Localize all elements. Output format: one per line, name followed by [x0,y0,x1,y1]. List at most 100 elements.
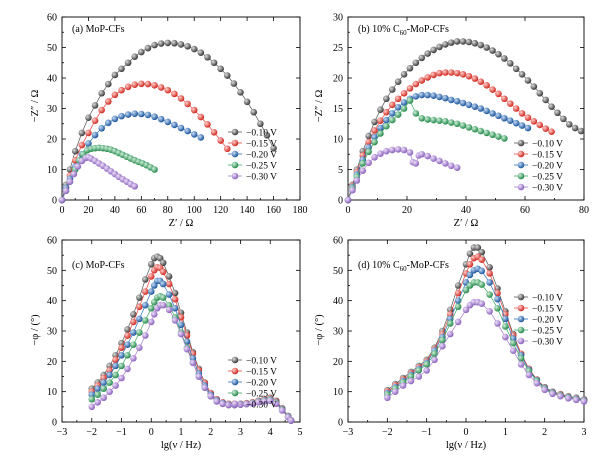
panel-c-data-point [278,407,286,414]
panel-b-data-point [489,86,496,93]
panel-b-ytick-label: 10 [333,135,343,146]
panel-b-xtick-label: 60 [520,205,530,216]
panel-b-data-point [524,124,532,132]
panel-b-data-point [394,95,402,103]
panel-b-data-point [453,120,461,128]
panel-b-data-point [501,135,508,142]
panel-d-data-point [446,330,454,338]
panel-c-data-point [124,351,131,359]
panel-c-data-point [159,280,167,288]
panel-a-data-point [257,120,264,128]
panel-b-data-point [436,157,443,165]
panel-b-data-point [465,124,473,131]
panel-d-legend-label: −0.10 V [532,293,563,303]
panel-d-data-point [502,333,509,341]
panel-a-data-point [104,119,112,127]
panel-a-xtick-label: 140 [240,205,255,216]
panel-b-data-point [377,106,384,114]
panel-a-xtick-label: 80 [163,205,173,216]
panel-b-data-point [442,69,449,76]
panel-c-data-point [189,350,197,358]
panel-a-series-5 [58,154,139,204]
panel-a-data-point [217,65,224,73]
panel-a-data-point [85,129,92,137]
panel-b-data-point [436,117,443,124]
panel-b-data-point [365,132,372,140]
panel-d-ytick-label: 10 [333,387,343,398]
panel-c-data-point [171,295,179,303]
panel-a-data-point [230,80,238,87]
panel-d-data-point [454,318,462,326]
panel-c-xlabel: lg(ν / Hz) [161,440,202,451]
panel-a-legend: −0.10 V−0.15 V−0.20 V−0.25 V−0.30 V [228,128,277,182]
panel-c-data-point [94,398,101,406]
panel-d-data-point [486,264,493,271]
panel-b-data-point [418,114,426,122]
panel-a-data-point [111,71,119,79]
panel-c-xtick-label: 4 [268,427,273,438]
panel-b-data-point [536,89,544,97]
panel-b-data-point [447,119,455,126]
panel-c-data-point [118,351,125,359]
panel-d-data-point [572,396,580,404]
panel-d-xtick-label: 3 [582,427,587,438]
panel-a-data-point [210,59,218,67]
panel-b-data-point [477,127,485,135]
panel-a-data-point [164,39,172,47]
panel-a-ytick-label: 30 [47,104,57,115]
panel-b-data-point [394,111,402,118]
panel-b-data-point [489,110,496,117]
panel-b-title: (b) 10% C60-MoP-CFs [358,24,449,37]
panel-a-data-point [98,89,105,97]
panel-d-xtick-label: 0 [464,427,469,438]
panel-a-data-point [243,98,251,106]
panel-b-data-point [577,127,585,135]
panel-a-data-point [144,80,152,88]
panel-a-series-4 [58,144,158,204]
panel-a-data-point [85,140,92,147]
panel-b-data-point [388,146,396,154]
panel-a-data-point [151,82,158,89]
panel-b-data-point [383,116,390,124]
panel-c-data-point [118,344,125,351]
panel-d-legend-label: −0.20 V [532,315,563,325]
panel-c-data-point [159,268,167,276]
panel-b-data-point [349,186,356,194]
panel-c-ytick-label: 10 [47,387,57,398]
panel-b-data-point [406,85,414,92]
panel-b-data-point [424,152,431,160]
panel-a-data-point [263,132,271,139]
panel-a-data-point [164,118,172,126]
panel-c-data-point [266,397,274,405]
panel-b-xtick-label: 40 [461,205,471,216]
panel-b-data-point [554,109,561,117]
panel-b-data-point [365,159,372,167]
panel-a-plot-area: 0 20 40 60 80 100 120 140 160 180 0 10 20 30 40 50 60 −0.… [47,13,308,217]
panel-d-data-point [486,270,493,277]
panel-c-data-point [142,332,149,339]
panel-c-data-point [147,273,155,280]
panel-c-data-point [106,388,113,395]
panel-b-data-point [453,38,461,45]
panel-c-xtick-label: −2 [86,427,97,438]
panel-a-data-point [74,163,82,170]
panel-b-data-point [406,149,414,156]
panel-d-legend-label: −0.30 V [532,337,563,347]
panel-a-data-point [184,42,191,50]
panel-b-series-5 [344,146,461,204]
panel-c-data-point [147,318,155,326]
panel-b-xlabel: Z′ / Ω [454,218,479,229]
panel-b-data-point [353,177,361,184]
panel-b-series-1 [344,38,585,204]
panel-a-data-point [197,49,205,56]
panel-b-data-point [471,75,479,82]
panel-c-data-point [177,314,185,321]
panel-b-data-point [400,89,408,97]
panel-b-data-point [495,112,502,120]
panel-a-legend-label: −0.25 V [246,161,277,171]
panel-b-data-point [400,105,408,112]
panel-b-data-point [388,110,396,117]
panel-c-legend-marker [231,367,239,375]
